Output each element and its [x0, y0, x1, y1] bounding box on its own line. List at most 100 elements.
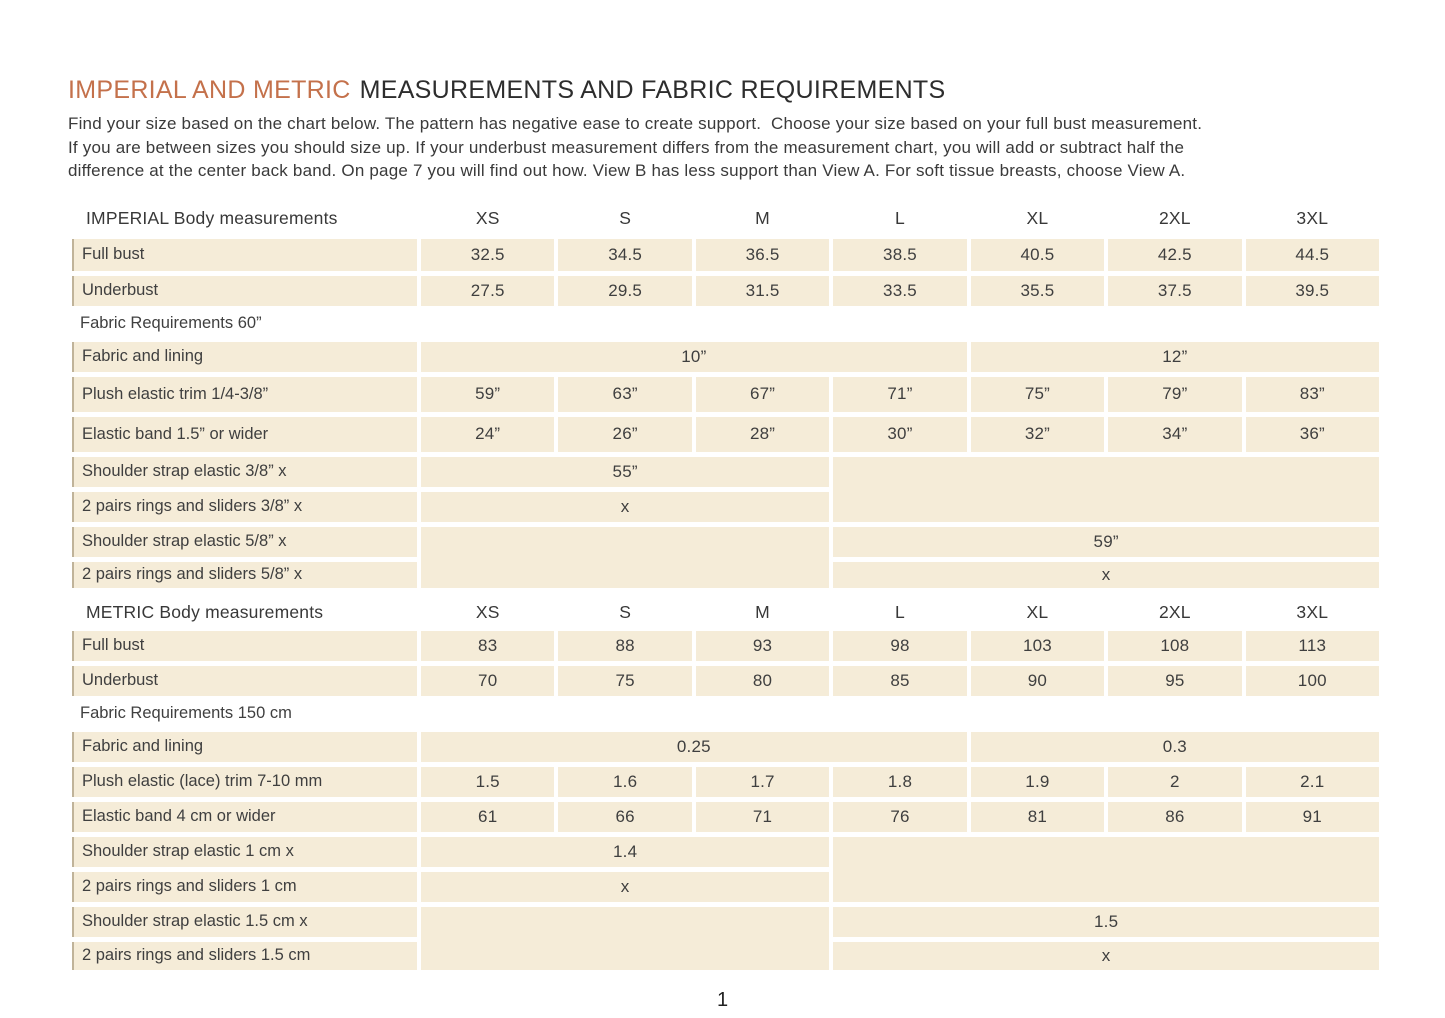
table-cell: 98 [833, 630, 967, 661]
table-cell: 2 [1108, 766, 1242, 797]
table-cell: 108 [1108, 630, 1242, 661]
table-cell: 113 [1245, 630, 1379, 661]
size-header-s: S [619, 602, 632, 622]
table-cell: 81 [970, 801, 1105, 832]
table-cell-empty [421, 906, 830, 970]
size-header-m: M [755, 208, 770, 228]
metric-fabric-requirements-label: Fabric Requirements 150 cm [80, 704, 292, 722]
table-cell: 35.5 [970, 275, 1105, 306]
table-cell: 83 [421, 630, 555, 661]
row-label-rings-large: 2 pairs rings and sliders 5/8” x [72, 561, 417, 588]
table-cell: 90 [970, 665, 1105, 696]
row-label-rings-small: 2 pairs rings and sliders 3/8” x [72, 491, 417, 522]
imperial-fabric-requirements-label: Fabric Requirements 60” [80, 314, 262, 332]
table-cell: 76 [833, 801, 967, 832]
table-cell-merged: 59” [833, 526, 1379, 557]
table-cell: 79” [1108, 376, 1242, 412]
row-label-strap-small: Shoulder strap elastic 3/8” x [72, 456, 417, 487]
size-header-xs: XS [475, 208, 500, 228]
table-cell-merged: 1.5 [833, 906, 1379, 937]
table-cell: 32” [970, 416, 1105, 452]
table-cell-merged: 1.4 [421, 836, 830, 867]
table-cell: 95 [1108, 665, 1242, 696]
row-label-plush-trim: Plush elastic trim 1/4-3/8” [72, 376, 417, 412]
table-cell: 30” [833, 416, 967, 452]
table-cell: 1.7 [695, 766, 830, 797]
table-cell: 40.5 [970, 238, 1105, 271]
table-cell-empty [833, 456, 1379, 522]
row-label-strap-small: Shoulder strap elastic 1 cm x [72, 836, 417, 867]
row-label-underbust: Underbust [72, 665, 417, 696]
size-header-l: L [895, 602, 905, 622]
intro-line: difference at the center back band. On p… [68, 161, 1186, 180]
metric-section-title: METRIC Body measurements [86, 602, 324, 622]
table-cell: 103 [970, 630, 1105, 661]
row-label-rings-small: 2 pairs rings and sliders 1 cm [72, 871, 417, 902]
table-cell: 88 [558, 630, 692, 661]
table-cell: 33.5 [833, 275, 967, 306]
table-cell: 1.8 [833, 766, 967, 797]
row-label-underbust: Underbust [72, 275, 417, 306]
imperial-section-title: IMPERIAL Body measurements [86, 208, 338, 228]
size-header-3xl: 3XL [1296, 602, 1329, 622]
row-label-strap-large: Shoulder strap elastic 5/8” x [72, 526, 417, 557]
row-label-elastic-band: Elastic band 4 cm or wider [72, 801, 417, 832]
row-label-fabric-lining: Fabric and lining [72, 731, 417, 762]
intro-line: Find your size based on the chart below.… [68, 114, 1203, 133]
table-cell-empty [833, 836, 1379, 902]
table-cell: 93 [695, 630, 830, 661]
page-title: IMPERIAL AND METRIC MEASUREMENTS AND FABR… [68, 76, 1375, 105]
page-title-rest: MEASUREMENTS AND FABRIC REQUIREMENTS [359, 76, 946, 104]
table-cell: 2.1 [1245, 766, 1379, 797]
table-cell: 66 [558, 801, 692, 832]
row-label-elastic-band: Elastic band 1.5” or wider [72, 416, 417, 452]
size-header-xl: XL [1026, 208, 1049, 228]
table-cell: 71 [695, 801, 830, 832]
size-header-3xl: 3XL [1296, 208, 1329, 228]
imperial-table: IMPERIAL Body measurements XS S M L XL 2… [72, 204, 1379, 588]
table-cell: 61 [421, 801, 555, 832]
table-cell: 29.5 [558, 275, 692, 306]
table-cell: 75” [970, 376, 1105, 412]
table-cell: 38.5 [833, 238, 967, 271]
metric-table: METRIC Body measurements XS S M L XL 2XL… [72, 600, 1379, 970]
table-cell: 36.5 [695, 238, 830, 271]
page-content: IMPERIAL AND METRIC MEASUREMENTS AND FABR… [68, 76, 1379, 970]
table-cell: 26” [558, 416, 692, 452]
row-label-strap-large: Shoulder strap elastic 1.5 cm x [72, 906, 417, 937]
size-header-s: S [619, 208, 632, 228]
table-cell: 75 [558, 665, 692, 696]
table-cell: 1.9 [970, 766, 1105, 797]
size-header-xs: XS [475, 602, 500, 622]
table-cell-merged: x [833, 561, 1379, 588]
table-cell: 83” [1245, 376, 1379, 412]
table-cell: 34.5 [558, 238, 692, 271]
table-cell: 59” [421, 376, 555, 412]
table-cell: 80 [695, 665, 830, 696]
table-cell-merged: 55” [421, 456, 830, 487]
table-cell: 70 [421, 665, 555, 696]
table-cell: 34” [1108, 416, 1242, 452]
table-cell: 86 [1108, 801, 1242, 832]
table-cell: 37.5 [1108, 275, 1242, 306]
row-label-full-bust: Full bust [72, 238, 417, 271]
table-cell: 42.5 [1108, 238, 1242, 271]
intro-paragraph: Find your size based on the chart below.… [68, 112, 1375, 183]
page-title-accent: IMPERIAL AND METRIC [68, 76, 351, 104]
table-cell: 31.5 [695, 275, 830, 306]
row-label-fabric-lining: Fabric and lining [72, 341, 417, 372]
table-cell-merged: 0.3 [970, 731, 1379, 762]
size-header-xl: XL [1026, 602, 1049, 622]
table-cell-merged: x [421, 491, 830, 522]
table-cell: 67” [695, 376, 830, 412]
table-cell: 71” [833, 376, 967, 412]
table-cell: 28” [695, 416, 830, 452]
size-header-l: L [895, 208, 905, 228]
table-cell: 24” [421, 416, 555, 452]
intro-line: If you are between sizes you should size… [68, 137, 1185, 157]
table-cell-merged: x [421, 871, 830, 902]
table-cell: 32.5 [421, 238, 555, 271]
table-cell: 44.5 [1245, 238, 1379, 271]
table-cell-merged: 10” [421, 341, 967, 372]
table-cell: 36” [1245, 416, 1379, 452]
